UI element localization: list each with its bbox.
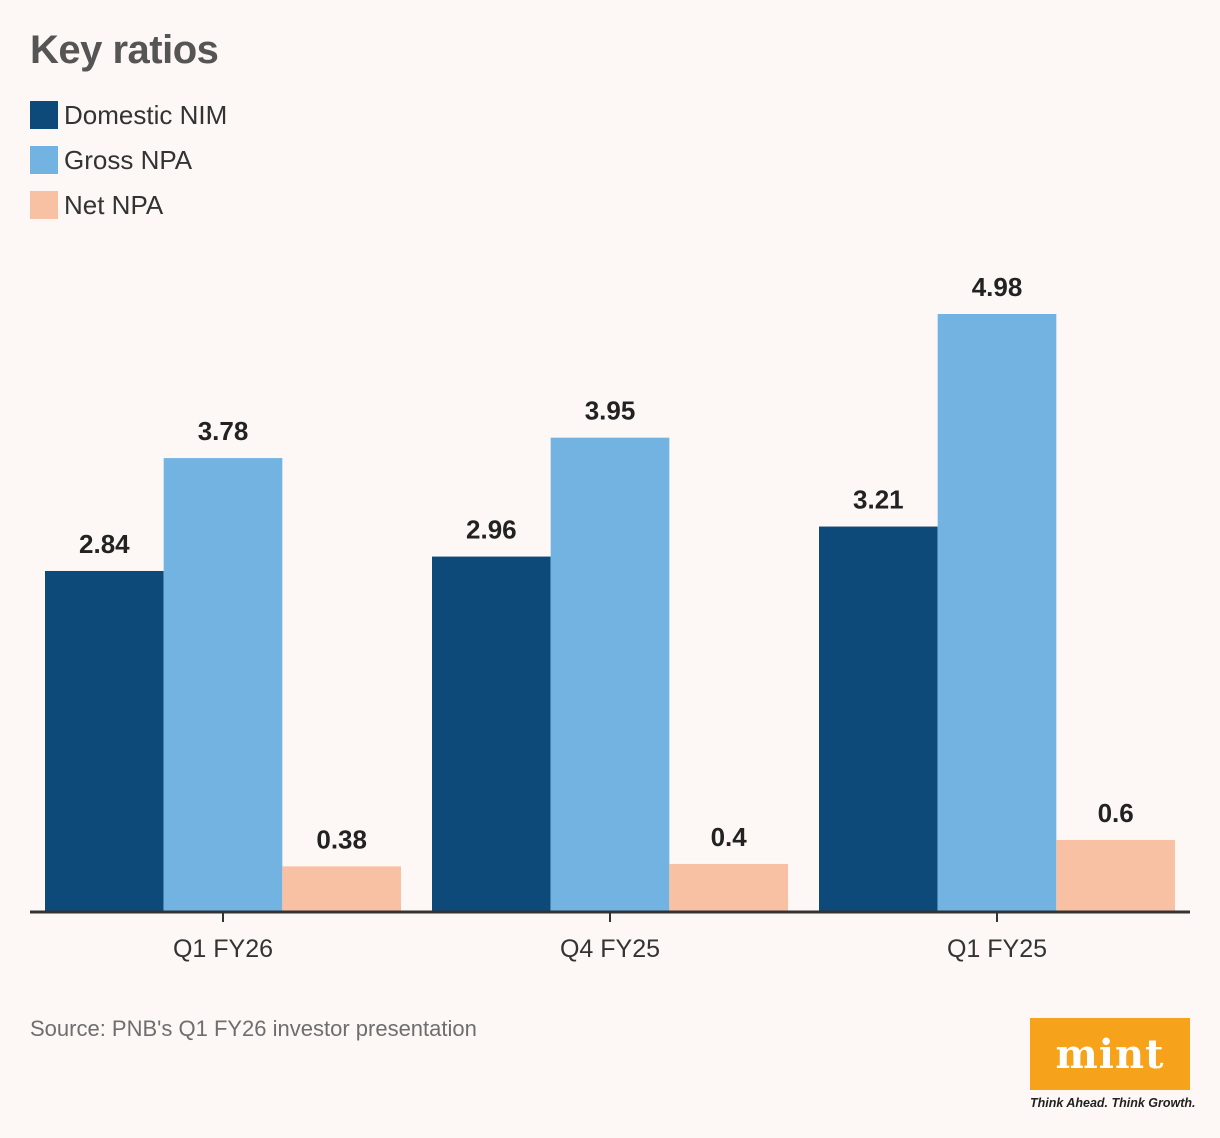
bar-domestic-nim-q1-fy26 — [45, 570, 164, 912]
legend-item-domestic-nim: Domestic NIM — [30, 100, 227, 130]
x-tick-label-q1-fy25: Q1 FY25 — [947, 935, 1047, 963]
x-tick-label-q4-fy25: Q4 FY25 — [560, 935, 660, 963]
bar-gross-npa-q1-fy25 — [937, 314, 1057, 912]
bar-chart: 2.84 3.78 0.38 Q1 FY26 2.96 3.95 0.4 Q4 FY25 3.2… — [30, 272, 1190, 963]
mint-logo: mint Think Ahead. Think Growth. — [1030, 1018, 1196, 1110]
bar-domestic-nim-q1-fy25 — [819, 526, 938, 912]
data-label-gross-npa-q1-fy26: 3.78 — [198, 416, 249, 446]
data-label-gross-npa-q4-fy25: 3.95 — [585, 396, 636, 426]
data-label-gross-npa-q1-fy25: 4.98 — [972, 272, 1023, 302]
legend: Domestic NIM Gross NPA Net NPA — [30, 100, 227, 235]
data-label-net-npa-q1-fy26: 0.38 — [316, 824, 367, 854]
data-label-net-npa-q1-fy25: 0.6 — [1098, 798, 1134, 828]
legend-swatch-gross-npa — [30, 146, 58, 174]
bar-gross-npa-q1-fy26 — [163, 458, 283, 912]
legend-label-net-npa: Net NPA — [64, 189, 164, 220]
bar-net-npa-q1-fy26 — [282, 866, 401, 912]
legend-item-gross-npa: Gross NPA — [30, 145, 227, 175]
chart-title: Key ratios — [30, 28, 219, 72]
legend-swatch-net-npa — [30, 191, 58, 219]
x-tick-label-q1-fy26: Q1 FY26 — [173, 935, 273, 963]
legend-label-gross-npa: Gross NPA — [64, 144, 193, 175]
data-label-domestic-nim-q4-fy25: 2.96 — [466, 515, 517, 545]
legend-swatch-domestic-nim — [30, 101, 58, 129]
data-label-net-npa-q4-fy25: 0.4 — [711, 822, 748, 852]
bar-gross-npa-q4-fy25 — [550, 437, 670, 912]
mint-logo-wordmark: mint — [1030, 1018, 1190, 1090]
legend-item-net-npa: Net NPA — [30, 190, 227, 220]
mint-logo-tagline: Think Ahead. Think Growth. — [1030, 1096, 1196, 1110]
bar-net-npa-q4-fy25 — [669, 863, 788, 912]
bar-net-npa-q1-fy25 — [1056, 839, 1175, 912]
data-label-domestic-nim-q1-fy26: 2.84 — [79, 529, 130, 559]
data-label-domestic-nim-q1-fy25: 3.21 — [853, 485, 904, 515]
legend-label-domestic-nim: Domestic NIM — [64, 99, 228, 130]
bar-domestic-nim-q4-fy25 — [432, 556, 551, 912]
source-note: Source: PNB's Q1 FY26 investor presentat… — [30, 1016, 477, 1041]
